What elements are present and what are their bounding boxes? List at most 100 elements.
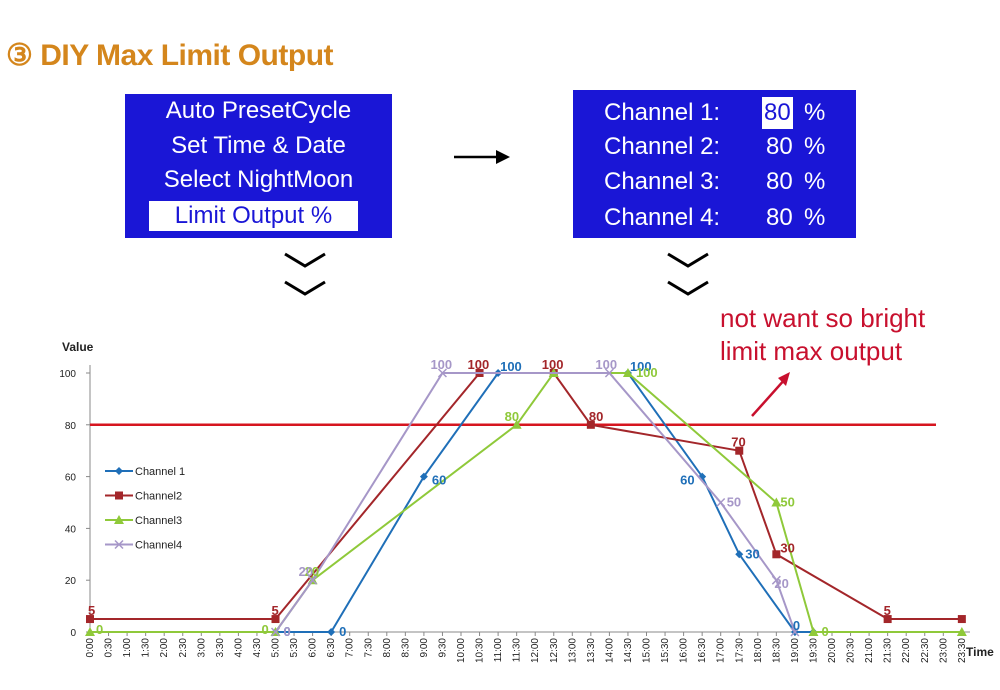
x-tick-label: 3:00 [196, 638, 207, 658]
data-label: 80 [505, 409, 519, 424]
y-tick-label: 20 [65, 576, 77, 587]
data-label: 20 [299, 564, 313, 579]
y-tick-label: 80 [65, 421, 77, 432]
data-label: 100 [630, 359, 652, 374]
series-line [90, 372, 962, 633]
right-arrow-icon [454, 150, 510, 164]
annotation-line-1: not want so bright [720, 303, 926, 333]
x-tick-label: 8:00 [382, 638, 393, 658]
marker-x [604, 368, 614, 378]
marker-square [271, 615, 280, 624]
legend-label: Channel 1 [135, 466, 185, 478]
channel-4-value[interactable]: 80 [766, 204, 793, 231]
legend-label: Channel3 [135, 515, 182, 527]
x-tick-label: 10:30 [475, 638, 486, 663]
data-label: 30 [745, 546, 759, 561]
x-tick-label: 12:30 [549, 638, 560, 663]
marker-square [883, 615, 892, 624]
x-tick-label: 17:30 [734, 638, 745, 663]
data-label: 100 [542, 357, 564, 372]
data-label: 5 [88, 603, 95, 618]
marker-x [437, 368, 447, 378]
x-tick-label: 22:00 [901, 638, 912, 663]
channel-2-unit: % [804, 133, 826, 160]
annotation-line-2: limit max output [720, 336, 903, 366]
x-tick-label: 21:30 [883, 638, 894, 663]
x-tick-label: 5:00 [271, 638, 282, 658]
channel-2-label: Channel 2: [604, 133, 721, 160]
marker-square [957, 615, 966, 624]
x-tick-label: 6:30 [326, 638, 337, 658]
double-chevron-down-icon [667, 252, 709, 296]
x-tick-label: 9:30 [437, 638, 448, 658]
y-tick-label: 0 [70, 628, 76, 639]
x-tick-label: 4:30 [252, 638, 263, 658]
channel-1-unit: % [804, 99, 826, 126]
data-label: 80 [589, 409, 603, 424]
x-tick-label: 14:30 [623, 638, 634, 663]
x-tick-label: 18:00 [753, 638, 764, 663]
legend-label: Channel4 [135, 540, 182, 552]
data-label: 0 [339, 624, 346, 639]
marker-x [270, 627, 281, 637]
x-tick-label: 9:00 [419, 638, 430, 658]
data-label: 0 [96, 622, 103, 637]
x-tick-label: 3:30 [215, 638, 226, 658]
x-tick-label: 2:30 [178, 638, 189, 658]
x-tick-label: 1:00 [122, 638, 133, 658]
marker-diamond [115, 467, 123, 475]
data-label: 20 [305, 564, 319, 579]
menu-item-select-nightmoon[interactable]: Select NightMoon [163, 166, 354, 193]
legend-label: Channel2 [135, 491, 182, 503]
x-tick-label: 23:00 [938, 638, 949, 663]
marker-diamond [327, 628, 336, 636]
data-label: 100 [595, 357, 617, 372]
data-label: 30 [780, 540, 794, 555]
marker-diamond [419, 472, 428, 481]
y-tick-label: 40 [65, 524, 77, 535]
double-chevron-down-icon [284, 252, 326, 296]
x-tick-label: 17:00 [716, 638, 727, 663]
menu-item-limit-output[interactable]: Limit Output % [148, 200, 359, 232]
channel-3-unit: % [804, 168, 826, 195]
marker-triangle [622, 368, 633, 377]
x-tick-label: 22:30 [920, 638, 931, 663]
x-tick-label: 11:30 [512, 638, 523, 663]
menu-item-auto-preset-cycle[interactable]: Auto PresetCycle [165, 97, 352, 124]
x-tick-label: 0:00 [85, 638, 96, 658]
annotation-note: not want so bright limit max output [720, 302, 925, 368]
data-label: 0 [284, 624, 291, 639]
data-label: 70 [731, 435, 745, 450]
x-tick-label: 7:30 [363, 638, 374, 658]
channel-2-value[interactable]: 80 [766, 133, 793, 160]
x-tick-label: 0:30 [104, 638, 115, 658]
channel-3-value[interactable]: 80 [766, 168, 793, 195]
x-tick-label: 13:30 [586, 638, 597, 663]
y-tick-label: 60 [65, 473, 77, 484]
x-tick-label: 1:30 [141, 638, 152, 658]
marker-square [735, 446, 744, 455]
channel-4-unit: % [804, 204, 826, 231]
chart-series [85, 368, 967, 637]
marker-x [716, 497, 726, 508]
chart-legend: Channel 1 Channel2 Channel3 Channel4 [105, 466, 185, 552]
data-label: 0 [262, 622, 269, 637]
menu-item-set-time-date[interactable]: Set Time & Date [171, 132, 346, 159]
marker-square [115, 491, 123, 500]
channel-1-value[interactable]: 80 [762, 97, 793, 129]
x-tick-label: 23:30 [957, 638, 968, 663]
x-tick-label: 21:00 [864, 638, 875, 663]
x-tick-label: 18:30 [771, 638, 782, 663]
x-tick-label: 19:00 [790, 638, 801, 663]
x-tick-label: 11:00 [493, 638, 504, 663]
x-tick-label: 7:00 [345, 638, 356, 658]
data-label: 100 [500, 359, 522, 374]
red-arrow-icon [751, 372, 790, 417]
menu-panel: Auto PresetCycle Set Time & Date Select … [125, 94, 392, 238]
data-label: 50 [727, 495, 741, 510]
marker-triangle [511, 419, 522, 429]
chart-axes: 0 20 40 60 80 100 0:00 0:30 1:00 1:30 2:00 2:30 3:00… [59, 340, 994, 663]
marker-square [586, 420, 595, 429]
